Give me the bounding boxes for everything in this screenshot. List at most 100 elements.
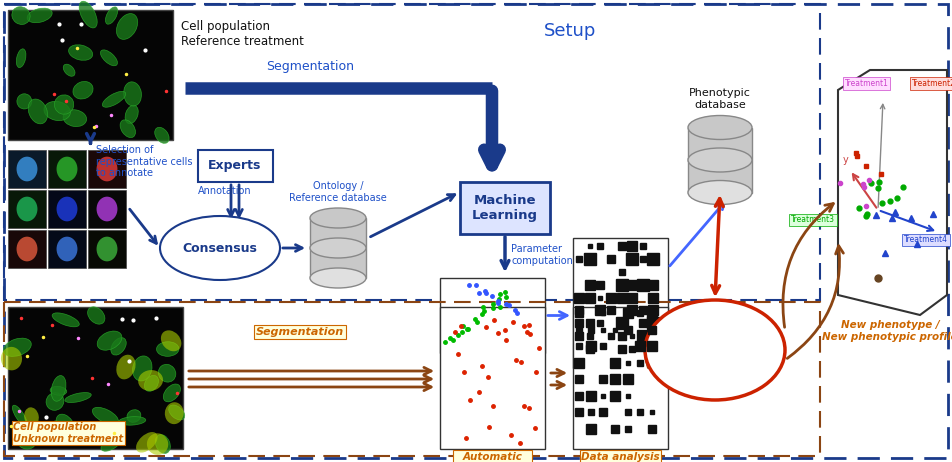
- Bar: [198, 150, 273, 182]
- Ellipse shape: [56, 414, 75, 436]
- Ellipse shape: [127, 410, 141, 422]
- Text: y: y: [843, 155, 848, 165]
- Ellipse shape: [11, 6, 30, 24]
- Text: Setup: Setup: [544, 22, 596, 40]
- Ellipse shape: [158, 365, 176, 382]
- Bar: [88, 230, 126, 268]
- Bar: [48, 150, 86, 188]
- Ellipse shape: [50, 386, 67, 395]
- Ellipse shape: [56, 237, 77, 261]
- Ellipse shape: [54, 95, 73, 114]
- Ellipse shape: [310, 208, 366, 228]
- Ellipse shape: [124, 82, 142, 106]
- Bar: [8, 190, 46, 228]
- Ellipse shape: [147, 433, 169, 455]
- Text: Treatment1: Treatment1: [845, 79, 889, 88]
- Bar: [688, 128, 752, 193]
- Bar: [48, 190, 86, 228]
- Text: Cell population
Reference treatment: Cell population Reference treatment: [181, 20, 304, 48]
- Ellipse shape: [56, 157, 77, 182]
- Ellipse shape: [106, 7, 118, 24]
- Ellipse shape: [92, 407, 118, 425]
- Ellipse shape: [96, 237, 117, 261]
- Ellipse shape: [645, 300, 785, 400]
- Text: Treatment2: Treatment2: [912, 79, 952, 88]
- Ellipse shape: [63, 110, 87, 127]
- Ellipse shape: [310, 238, 366, 258]
- Bar: [460, 182, 550, 234]
- Ellipse shape: [155, 435, 170, 454]
- Text: Phenotypic
database: Phenotypic database: [689, 88, 751, 110]
- Bar: [48, 230, 86, 268]
- Ellipse shape: [101, 50, 117, 66]
- Text: Ontology /
Reference database: Ontology / Reference database: [289, 182, 387, 203]
- Ellipse shape: [156, 342, 179, 356]
- Text: Cell population
Unknown treatment: Cell population Unknown treatment: [13, 422, 123, 444]
- Ellipse shape: [116, 355, 135, 379]
- Ellipse shape: [17, 94, 31, 109]
- Ellipse shape: [125, 105, 138, 124]
- Ellipse shape: [1, 347, 22, 371]
- Ellipse shape: [16, 197, 37, 221]
- Ellipse shape: [44, 101, 70, 121]
- Ellipse shape: [138, 370, 163, 391]
- Ellipse shape: [164, 384, 181, 402]
- Ellipse shape: [101, 435, 122, 451]
- Ellipse shape: [688, 181, 752, 205]
- Ellipse shape: [63, 64, 75, 76]
- Bar: [8, 307, 183, 449]
- Ellipse shape: [29, 99, 48, 124]
- Bar: [573, 238, 668, 368]
- Ellipse shape: [96, 157, 117, 182]
- Bar: [4, 302, 820, 456]
- Text: New phenotype /
New phenotypic profile: New phenotype / New phenotypic profile: [823, 320, 952, 341]
- Ellipse shape: [132, 356, 152, 381]
- Ellipse shape: [155, 128, 169, 143]
- Ellipse shape: [169, 405, 185, 420]
- Bar: [8, 10, 173, 140]
- Ellipse shape: [3, 338, 31, 356]
- Ellipse shape: [119, 417, 146, 425]
- Bar: [8, 150, 46, 188]
- Text: Automatic
classification: Automatic classification: [454, 452, 531, 462]
- Ellipse shape: [688, 116, 752, 140]
- Bar: [440, 278, 545, 353]
- Text: Query /
Comparison: Query / Comparison: [668, 335, 762, 365]
- Polygon shape: [838, 70, 947, 315]
- Bar: [440, 307, 545, 449]
- Ellipse shape: [160, 216, 280, 280]
- Ellipse shape: [52, 313, 79, 327]
- Bar: [310, 218, 366, 278]
- Ellipse shape: [51, 376, 66, 401]
- Ellipse shape: [28, 8, 52, 23]
- Bar: [4, 4, 820, 300]
- Ellipse shape: [310, 268, 366, 288]
- Text: Treatment4: Treatment4: [904, 236, 948, 244]
- Bar: [88, 190, 126, 228]
- Text: Consensus: Consensus: [183, 242, 257, 255]
- Ellipse shape: [688, 148, 752, 172]
- Ellipse shape: [96, 197, 117, 221]
- Text: Annotation: Annotation: [198, 186, 252, 196]
- Ellipse shape: [12, 405, 27, 426]
- Bar: [8, 230, 46, 268]
- Ellipse shape: [69, 45, 92, 61]
- Ellipse shape: [165, 402, 184, 424]
- Text: Segmentation: Segmentation: [256, 327, 344, 337]
- Text: x: x: [940, 234, 945, 244]
- Text: Parameter
computation: Parameter computation: [511, 244, 573, 266]
- Ellipse shape: [53, 421, 66, 434]
- Ellipse shape: [145, 376, 159, 391]
- Ellipse shape: [161, 330, 182, 351]
- Ellipse shape: [73, 81, 93, 99]
- Ellipse shape: [56, 426, 69, 444]
- Ellipse shape: [120, 120, 135, 138]
- Bar: [88, 150, 126, 188]
- Ellipse shape: [79, 1, 97, 28]
- Ellipse shape: [110, 338, 127, 355]
- Ellipse shape: [103, 91, 126, 107]
- Text: Data analysis: Data analysis: [581, 452, 660, 462]
- Ellipse shape: [46, 393, 64, 410]
- Ellipse shape: [88, 307, 105, 324]
- Ellipse shape: [136, 432, 158, 453]
